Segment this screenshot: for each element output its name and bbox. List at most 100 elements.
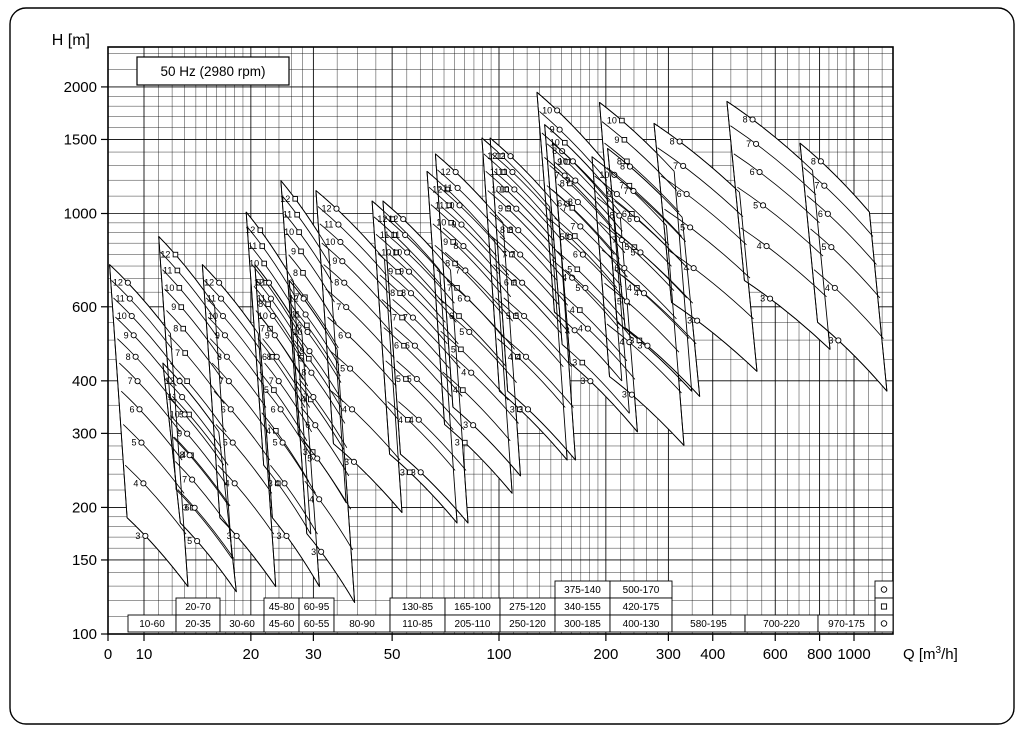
stage-curve [219,517,277,587]
band-right-edge [673,171,693,392]
stage-curve [497,211,567,282]
stage-curve [440,206,510,276]
legend-cell-label: 110-85 [402,619,433,630]
stage-marker-square [579,359,586,366]
stage-curve [203,280,261,350]
band-left-edge [201,264,221,518]
stage-curve [180,522,237,593]
stage-curve [450,354,519,424]
stage-count-label: 9 [451,220,456,230]
stage-count-label: 6 [622,209,627,219]
stage-curve [660,175,747,246]
stage-marker-square [292,196,298,202]
stage-marker-square [178,304,185,310]
legend-cell-label: 420-175 [623,602,660,613]
legend-cell-label: 60-55 [304,619,330,630]
stage-count-label: 6 [262,352,267,362]
stage-curve [554,162,623,232]
stage-curve [544,124,613,194]
stage-marker-circle [756,168,763,176]
stage-marker-circle [694,317,701,324]
stage-marker-circle [130,332,137,339]
stage-marker-circle [221,332,228,339]
stage-marker-square [393,249,399,256]
stage-count-label: 6 [185,503,190,513]
stage-curve [653,123,740,193]
stage-count-label: 3 [344,457,349,467]
legend-cell-label: 60-95 [304,602,330,613]
stage-curve [551,189,620,259]
stage-curve [562,236,631,306]
stage-marker-circle [577,223,584,230]
stage-curve [594,175,670,246]
stage-curve [617,233,694,304]
y-tick-label: 600 [72,299,97,316]
stage-marker-square [273,428,279,434]
stage-marker-circle [216,279,223,286]
stage-marker-circle [676,138,683,145]
band-left-edge [315,190,334,444]
stage-curve [491,153,561,224]
stage-count-label: 7 [562,203,567,213]
stage-marker-circle [554,107,561,114]
stage-curve [437,169,506,239]
stage-count-label: 4 [309,494,314,504]
stage-marker-circle [277,406,284,413]
stage-count-label: 10 [599,170,609,180]
stage-marker-circle [304,328,311,335]
stage-count-label: 4 [825,283,830,293]
stage-marker-square [634,285,640,291]
stage-marker-circle [623,298,630,305]
stage-marker-circle [517,251,524,258]
stage-count-label: 12 [388,214,398,224]
stage-count-label: 11 [163,265,172,275]
stage-marker-square [567,180,573,187]
stage-count-label: 5 [821,242,826,252]
stage-count-label: 7 [455,265,460,275]
stage-count-label: 7 [814,181,819,191]
stage-marker-square [405,417,411,423]
stage-curve [166,310,223,380]
stage-curve [657,147,744,217]
stage-curve [483,153,552,224]
stage-curve [292,313,342,383]
stage-count-label: 9 [388,267,393,277]
stage-curve [549,218,618,289]
stage-count-label: 6 [221,404,226,414]
stage-count-label: 7 [392,313,397,323]
y-tick-label: 200 [72,499,97,516]
stage-marker-circle [582,284,589,291]
stage-marker-circle [400,216,407,223]
stage-count-label: 8 [334,278,339,288]
stage-count-label: 10 [542,105,552,115]
legend-table: 375-140 500-170 20-70 45-80 60-95 130-85 165-1… [127,580,894,633]
stage-marker-circle [184,430,191,437]
legend-cell-label: 700-220 [763,619,800,630]
stage-marker-circle [466,328,473,335]
stage-count-label: 3 [518,404,523,414]
stage-count-label: 11 [115,294,124,304]
stage-count-label: 5 [340,364,345,374]
stage-count-label: 11 [498,167,507,177]
stage-count-label: 12 [204,278,214,288]
y-tick-label: 100 [72,626,97,643]
stage-marker-circle [521,312,528,320]
stage-count-label: 9 [399,267,404,277]
stage-count-label: 8 [390,288,395,298]
stage-marker-square [577,307,583,313]
family-curves-700-220: 8 7 6 5 4 3 [726,100,831,350]
stage-marker-square [389,216,396,222]
stage-curve [260,316,309,387]
legend-cell-label: 500-170 [623,585,660,596]
stage-curve [288,254,337,324]
stage-curve [162,269,219,339]
stage-curve [259,371,308,442]
stage-marker-circle [404,249,411,256]
stage-curve [394,327,463,397]
stage-count-label: 9 [506,204,511,214]
